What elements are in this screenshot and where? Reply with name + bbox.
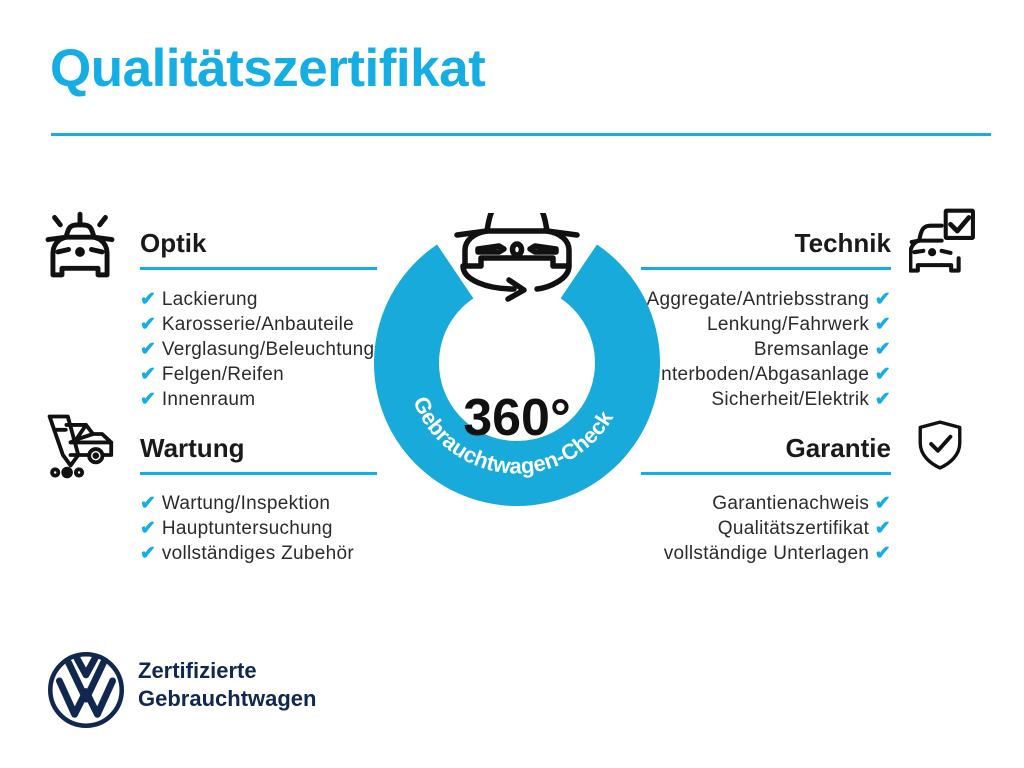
svg-text:360°: 360° xyxy=(463,389,571,447)
